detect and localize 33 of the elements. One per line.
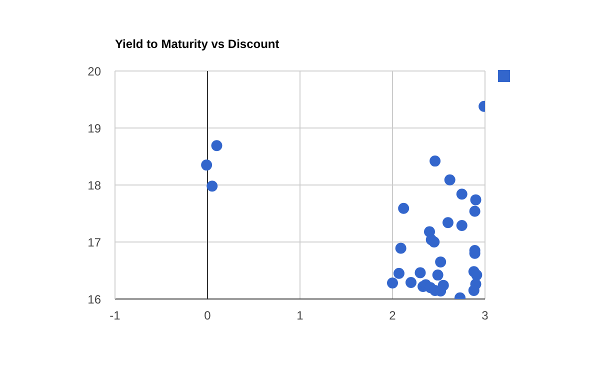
point — [442, 217, 454, 228]
x-tick-label: 1 — [296, 308, 304, 323]
point — [211, 140, 222, 152]
point — [456, 220, 468, 231]
point — [456, 188, 468, 200]
x-tick-label: 2 — [389, 308, 396, 323]
point — [444, 174, 456, 186]
point — [470, 194, 482, 206]
chart-title: Yield to Maturity vs Discount — [115, 37, 280, 51]
x-tick-label: -1 — [110, 308, 121, 323]
x-tick-label: 3 — [482, 308, 489, 323]
point — [398, 202, 410, 214]
point — [414, 267, 426, 278]
y-tick-label: 20 — [88, 64, 102, 78]
point — [430, 156, 441, 167]
y-tick-label: 16 — [88, 292, 102, 306]
point — [201, 160, 212, 171]
point — [393, 268, 404, 279]
point — [469, 206, 480, 217]
point — [435, 256, 446, 268]
point — [432, 270, 444, 281]
y-tick-label: 17 — [88, 235, 102, 250]
point — [406, 276, 416, 288]
point — [468, 284, 480, 296]
point — [206, 180, 218, 192]
x-tick-label: 0 — [204, 308, 212, 323]
point — [438, 280, 449, 291]
point — [395, 242, 406, 254]
point — [428, 236, 440, 248]
y-tick-label: 18 — [88, 178, 102, 192]
y-tick-label: 19 — [88, 121, 102, 136]
point — [387, 278, 398, 289]
point — [471, 270, 482, 281]
